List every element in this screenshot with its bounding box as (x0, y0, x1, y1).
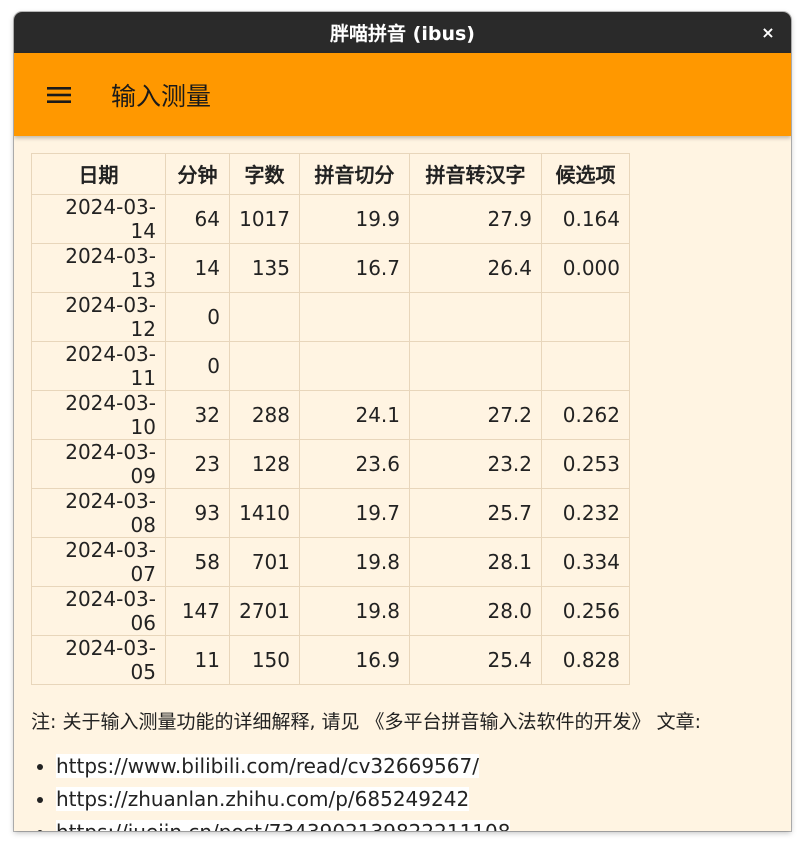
cell-pinyin-to-hanzi: 26.4 (409, 242, 542, 293)
table-row: 2024-03-13 14 135 16.7 26.4 0.000 (31, 242, 630, 293)
cell-chars: 2701 (229, 585, 300, 636)
cell-date: 2024-03-07 (31, 536, 166, 587)
cell-chars: 135 (229, 242, 300, 293)
cell-pinyin-split: 19.8 (299, 585, 410, 636)
close-button[interactable]: × (757, 21, 779, 43)
list-item: https://zhuanlan.zhihu.com/p/685249242 (56, 783, 774, 816)
cell-pinyin-split: 23.6 (299, 438, 410, 489)
cell-candidates: 0.256 (541, 585, 630, 636)
menu-button[interactable] (45, 81, 73, 109)
list-item: https://www.bilibili.com/read/cv32669567… (56, 750, 774, 783)
page-title: 输入测量 (111, 81, 212, 111)
cell-date: 2024-03-09 (31, 438, 166, 489)
cell-minutes: 32 (165, 389, 230, 440)
cell-candidates: 0.253 (541, 438, 630, 489)
cell-date: 2024-03-10 (31, 389, 166, 440)
cell-chars: 1410 (229, 487, 300, 538)
table-row: 2024-03-12 0 (31, 291, 630, 342)
column-header-minutes: 分钟 (165, 153, 230, 195)
cell-pinyin-split (299, 340, 410, 391)
table-header-row: 日期 分钟 字数 拼音切分 拼音转汉字 候选项 (31, 153, 630, 195)
cell-date: 2024-03-13 (31, 242, 166, 293)
cell-minutes: 0 (165, 340, 230, 391)
title-bar: 胖喵拼音 (ibus) × (14, 12, 791, 53)
cell-candidates: 0.334 (541, 536, 630, 587)
main-content: 日期 分钟 字数 拼音切分 拼音转汉字 候选项 2024-03-14 64 10… (14, 136, 791, 831)
table-row: 2024-03-08 93 1410 19.7 25.7 0.232 (31, 487, 630, 538)
cell-pinyin-to-hanzi: 23.2 (409, 438, 542, 489)
explanation-note: 注: 关于输入测量功能的详细解释, 请见 《多平台拼音输入法软件的开发》 文章: (31, 710, 702, 733)
cell-chars: 701 (229, 536, 300, 587)
cell-pinyin-split (299, 291, 410, 342)
cell-chars: 150 (229, 634, 300, 685)
cell-date: 2024-03-05 (31, 634, 166, 685)
cell-candidates: 0.164 (541, 193, 630, 244)
list-item: https://juejin.cn/post/73439021398222111… (56, 816, 774, 831)
cell-pinyin-to-hanzi (409, 291, 542, 342)
cell-candidates: 0.232 (541, 487, 630, 538)
cell-date: 2024-03-06 (31, 585, 166, 636)
cell-pinyin-split: 24.1 (299, 389, 410, 440)
cell-candidates (541, 291, 630, 342)
cell-pinyin-to-hanzi: 27.9 (409, 193, 542, 244)
column-header-pinyin-split: 拼音切分 (299, 153, 410, 195)
cell-date: 2024-03-12 (31, 291, 166, 342)
window-title: 胖喵拼音 (ibus) (330, 23, 475, 45)
cell-minutes: 58 (165, 536, 230, 587)
hamburger-menu-icon (47, 86, 71, 103)
cell-pinyin-split: 19.9 (299, 193, 410, 244)
table-row: 2024-03-14 64 1017 19.9 27.9 0.164 (31, 193, 630, 244)
cell-minutes: 93 (165, 487, 230, 538)
cell-pinyin-split: 19.8 (299, 536, 410, 587)
cell-pinyin-to-hanzi: 28.0 (409, 585, 542, 636)
cell-date: 2024-03-08 (31, 487, 166, 538)
cell-candidates: 0.828 (541, 634, 630, 685)
cell-date: 2024-03-14 (31, 193, 166, 244)
article-link-bilibili[interactable]: https://www.bilibili.com/read/cv32669567… (56, 753, 479, 778)
cell-minutes: 64 (165, 193, 230, 244)
cell-chars (229, 340, 300, 391)
column-header-chars: 字数 (229, 153, 300, 195)
column-header-candidates: 候选项 (541, 153, 630, 195)
column-header-date: 日期 (31, 153, 166, 195)
cell-candidates: 0.000 (541, 242, 630, 293)
cell-candidates: 0.262 (541, 389, 630, 440)
cell-pinyin-split: 16.7 (299, 242, 410, 293)
cell-pinyin-to-hanzi (409, 340, 542, 391)
column-header-pinyin-to-hanzi: 拼音转汉字 (409, 153, 542, 195)
cell-minutes: 23 (165, 438, 230, 489)
cell-minutes: 0 (165, 291, 230, 342)
cell-chars: 1017 (229, 193, 300, 244)
cell-chars (229, 291, 300, 342)
cell-minutes: 11 (165, 634, 230, 685)
cell-date: 2024-03-11 (31, 340, 166, 391)
table-row: 2024-03-10 32 288 24.1 27.2 0.262 (31, 389, 630, 440)
cell-pinyin-to-hanzi: 25.4 (409, 634, 542, 685)
cell-pinyin-split: 19.7 (299, 487, 410, 538)
cell-pinyin-to-hanzi: 25.7 (409, 487, 542, 538)
table-row: 2024-03-06 147 2701 19.8 28.0 0.256 (31, 585, 630, 636)
measurement-table: 日期 分钟 字数 拼音切分 拼音转汉字 候选项 2024-03-14 64 10… (31, 153, 630, 685)
table-row: 2024-03-09 23 128 23.6 23.2 0.253 (31, 438, 630, 489)
table-row: 2024-03-07 58 701 19.8 28.1 0.334 (31, 536, 630, 587)
app-bar: 输入测量 (14, 53, 791, 136)
cell-minutes: 147 (165, 585, 230, 636)
article-link-zhihu[interactable]: https://zhuanlan.zhihu.com/p/685249242 (56, 786, 470, 811)
cell-pinyin-to-hanzi: 27.2 (409, 389, 542, 440)
cell-chars: 128 (229, 438, 300, 489)
article-link-juejin[interactable]: https://juejin.cn/post/73439021398222111… (56, 819, 511, 831)
table-row: 2024-03-11 0 (31, 340, 630, 391)
close-icon: × (761, 22, 775, 42)
cell-candidates (541, 340, 630, 391)
cell-pinyin-split: 16.9 (299, 634, 410, 685)
cell-pinyin-to-hanzi: 28.1 (409, 536, 542, 587)
table-row: 2024-03-05 11 150 16.9 25.4 0.828 (31, 634, 630, 685)
article-link-list: https://www.bilibili.com/read/cv32669567… (31, 750, 774, 831)
cell-minutes: 14 (165, 242, 230, 293)
app-window: 胖喵拼音 (ibus) × 输入测量 日期 分钟 字数 拼音切分 拼音转汉字 (14, 12, 791, 831)
cell-chars: 288 (229, 389, 300, 440)
